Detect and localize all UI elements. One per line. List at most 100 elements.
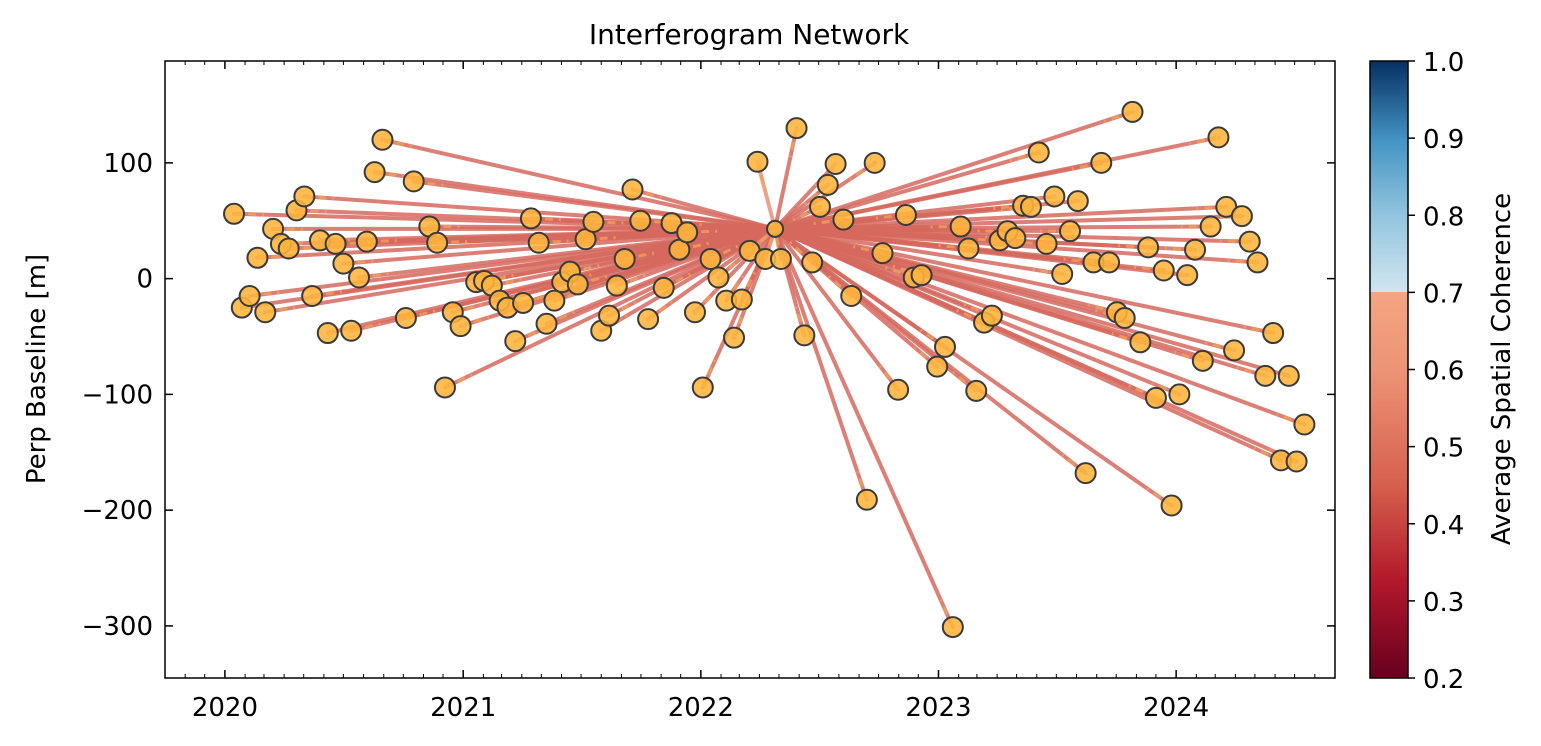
acquisition-node: [1130, 332, 1150, 352]
acquisition-node: [794, 325, 814, 345]
acquisition-node: [1115, 308, 1135, 328]
acquisition-node: [958, 239, 978, 259]
acquisition-node: [435, 377, 455, 397]
chart-title: Interferogram Network: [589, 18, 910, 51]
acquisition-node: [302, 286, 322, 306]
acquisition-node: [279, 239, 299, 259]
y-tick-label: −300: [82, 612, 153, 642]
acquisition-node: [568, 274, 588, 294]
acquisition-node: [1224, 340, 1244, 360]
acquisition-node: [1193, 351, 1213, 371]
acquisition-node: [1248, 252, 1268, 272]
acquisition-node: [1021, 197, 1041, 217]
colorbar-tick-label: 0.6: [1423, 357, 1464, 387]
y-tick-label: −200: [82, 496, 153, 526]
acquisition-node: [583, 212, 603, 232]
x-tick-label: 2020: [192, 693, 258, 723]
acquisition-node: [544, 291, 564, 311]
acquisition-node: [326, 234, 346, 254]
acquisition-node: [857, 490, 877, 510]
acquisition-node: [1255, 366, 1275, 386]
acquisition-node: [1263, 323, 1283, 343]
acquisition-node: [599, 306, 619, 326]
acquisition-node: [1146, 388, 1166, 408]
x-tick-label: 2024: [1143, 693, 1209, 723]
acquisition-node: [1177, 265, 1197, 285]
acquisition-node: [1068, 191, 1088, 211]
x-tick-label: 2022: [668, 693, 734, 723]
acquisition-node: [630, 211, 650, 231]
acquisition-node: [365, 162, 385, 182]
acquisition-node: [927, 357, 947, 377]
acquisition-node: [872, 243, 892, 263]
acquisition-node: [1240, 232, 1260, 252]
acquisition-node: [1208, 127, 1228, 147]
reference-node: [767, 221, 783, 237]
acquisition-node: [1076, 463, 1096, 483]
colorbar-label: Average Spatial Coherence: [1487, 193, 1517, 545]
acquisition-node: [912, 265, 932, 285]
acquisition-node: [513, 293, 533, 313]
colorbar-tick-label: 1.0: [1423, 48, 1464, 78]
acquisition-node: [708, 267, 728, 287]
acquisition-node: [224, 204, 244, 224]
acquisition-node: [357, 232, 377, 252]
network-layer: [234, 112, 1304, 627]
acquisition-node: [888, 380, 908, 400]
y-tick-label: 100: [103, 149, 153, 179]
colorbar-tick-label: 0.7: [1423, 279, 1464, 309]
acquisition-node: [1279, 366, 1299, 386]
acquisition-node: [966, 381, 986, 401]
acquisition-node: [943, 617, 963, 637]
acquisition-node: [818, 175, 838, 195]
y-tick-label: 0: [136, 265, 153, 295]
acquisition-node: [622, 179, 642, 199]
acquisition-node: [1201, 217, 1221, 237]
acquisition-node: [747, 152, 767, 172]
acquisition-node: [615, 249, 635, 269]
acquisition-node: [638, 309, 658, 329]
acquisition-node: [537, 314, 557, 334]
acquisition-node: [982, 306, 1002, 326]
acquisition-node: [505, 331, 525, 351]
x-tick-label: 2023: [905, 693, 971, 723]
acquisition-node: [732, 289, 752, 309]
acquisition-node: [1044, 186, 1064, 206]
acquisition-node: [1287, 452, 1307, 472]
acquisition-node: [255, 302, 275, 322]
acquisition-node: [685, 302, 705, 322]
acquisition-node: [771, 249, 791, 269]
colorbar-tick-label: 0.3: [1423, 588, 1464, 618]
acquisition-node: [247, 248, 267, 268]
colorbar-tick-label: 0.8: [1423, 202, 1464, 232]
acquisition-node: [521, 208, 541, 228]
acquisition-node: [349, 267, 369, 287]
acquisition-node: [1091, 153, 1111, 173]
acquisition-node: [318, 323, 338, 343]
acquisition-node: [396, 308, 416, 328]
acquisition-node: [802, 252, 822, 272]
y-axis-label: Perp Baseline [m]: [22, 254, 52, 484]
colorbar-tick-label: 0.2: [1423, 665, 1464, 695]
acquisition-node: [1169, 384, 1189, 404]
acquisition-node: [841, 286, 861, 306]
colorbar-low-segment: [1370, 292, 1408, 678]
acquisition-node: [654, 278, 674, 298]
acquisition-node: [451, 316, 471, 336]
acquisition-node: [529, 233, 549, 253]
acquisition-node: [810, 197, 830, 217]
colorbar-tick-label: 0.4: [1423, 511, 1464, 541]
acquisition-node: [693, 377, 713, 397]
acquisition-node: [833, 210, 853, 230]
colorbar-high-segment: [1370, 61, 1408, 292]
acquisition-node: [787, 118, 807, 138]
acquisition-node: [865, 153, 885, 173]
colorbar-tick-label: 0.5: [1423, 434, 1464, 464]
acquisition-node: [1185, 240, 1205, 260]
acquisition-node: [896, 205, 916, 225]
acquisition-node: [1052, 264, 1072, 284]
acquisition-node: [826, 154, 846, 174]
acquisition-node: [677, 222, 697, 242]
